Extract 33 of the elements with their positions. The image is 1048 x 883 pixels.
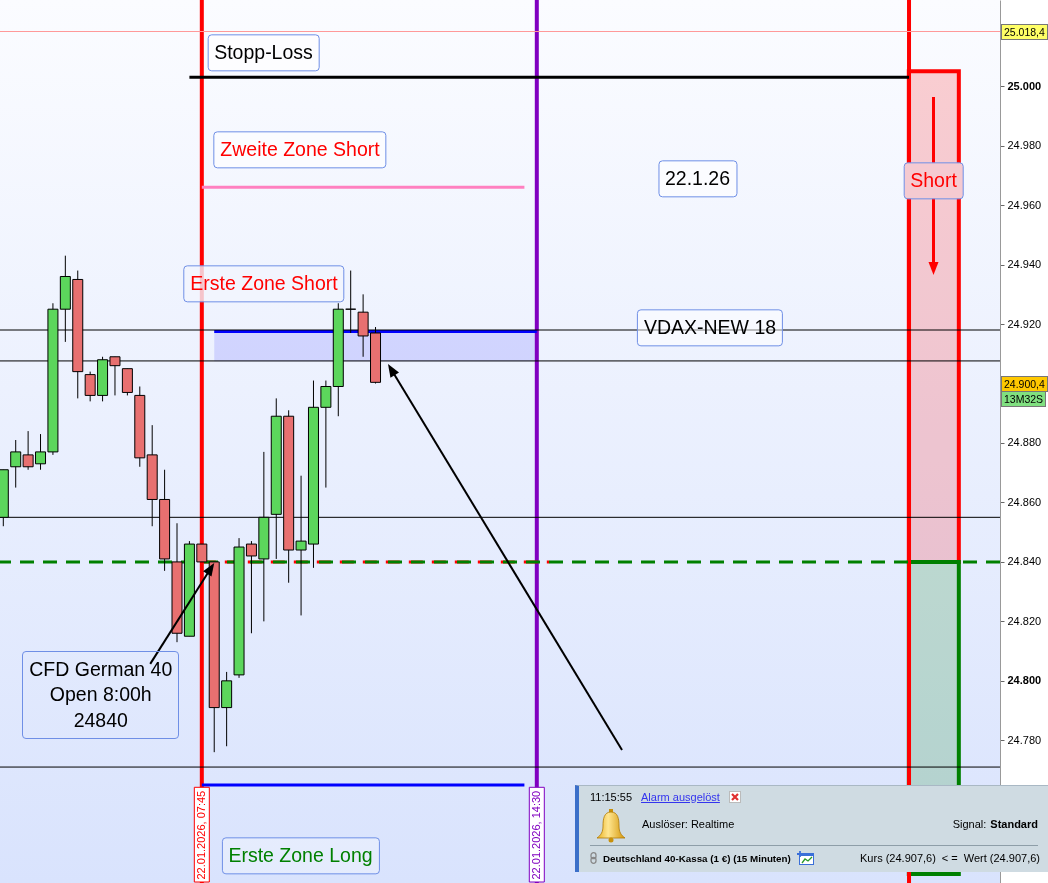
annotation: Deutschland 40-Kassa (1 €) (15 Minuten) [603, 852, 791, 864]
annotation: Kurs (24.907,6) [860, 852, 936, 864]
y-tick-label: 24.920 [1007, 317, 1042, 330]
annotation: Short [903, 161, 964, 200]
annotation: Stopp-Loss [207, 34, 320, 72]
annotation: Zweite Zone Short [213, 130, 387, 169]
annotation: Alarm ausgelöst [641, 791, 720, 803]
y-tick-label: 24.940 [1007, 258, 1042, 271]
annotation: 11:15:55 [590, 791, 633, 803]
annotation: VDAX-NEW 18 [636, 308, 784, 347]
y-tick-label: 24.980 [1007, 139, 1042, 152]
annotation: Auslöser: Realtime [642, 818, 735, 830]
y-tick-label: 24.780 [1007, 733, 1042, 746]
x-tick-label: 22.01.2026, 07:45 [195, 790, 208, 880]
annotation: CFD German 40 Open 8:00h 24840 [22, 650, 180, 739]
x-tick-label: 22.01.2026, 14:30 [530, 790, 543, 880]
annotation: Signal: [952, 818, 987, 830]
text: 24.900,4 [1001, 376, 1048, 392]
y-tick-label: 24.960 [1007, 198, 1042, 211]
y-tick-label: 25.000 [1007, 79, 1042, 92]
y-tick-label: 24.820 [1007, 614, 1042, 627]
y-tick-label: 24.800 [1007, 674, 1042, 687]
annotation: Erste Zone Long [221, 836, 380, 875]
y-tick-label: 24.880 [1007, 436, 1042, 449]
text: 13M32S [1001, 391, 1047, 407]
ref-line-label: 25.018,4 [1001, 23, 1048, 40]
y-tick-label: 24.860 [1007, 495, 1042, 508]
annotation: Standard [990, 818, 1038, 830]
annotation: Erste Zone Short [183, 265, 345, 303]
annotation: < = [941, 852, 958, 864]
annotation: Wert (24.907,6) [963, 852, 1040, 864]
y-tick-label: 24.840 [1007, 555, 1042, 568]
annotation: 22.1.26 [657, 159, 738, 198]
